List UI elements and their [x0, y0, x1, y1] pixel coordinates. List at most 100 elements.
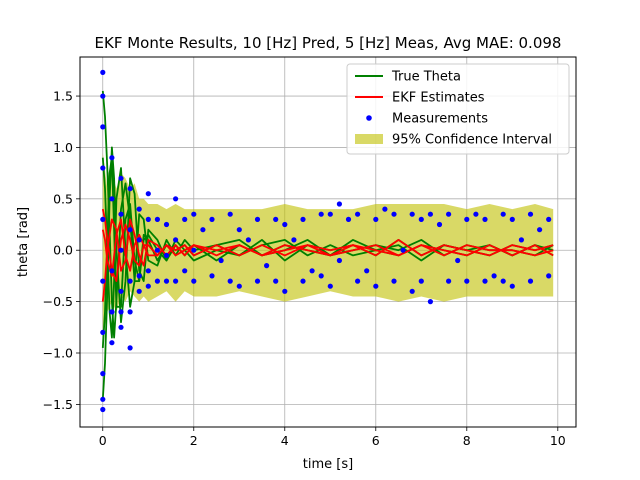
measurement-point: [163, 252, 170, 258]
y-tick-label: −1.5: [43, 397, 73, 412]
measurement-point: [282, 221, 288, 228]
y-axis-label: theta [rad]: [16, 207, 31, 277]
measurement-point: [327, 211, 333, 217]
x-axis-label: time [s]: [303, 457, 353, 472]
measurement-point: [427, 299, 433, 305]
measurement-point: [100, 165, 106, 171]
measurement-point: [136, 237, 142, 243]
x-tick-label: 10: [550, 433, 566, 448]
measurement-point: [482, 278, 488, 284]
measurement-point: [109, 155, 115, 161]
legend-label: EKF Estimates: [392, 91, 485, 106]
measurement-point: [191, 247, 197, 253]
measurement-point: [345, 216, 352, 222]
measurement-point: [127, 345, 133, 351]
measurement-point: [254, 216, 261, 222]
measurement-point: [336, 201, 342, 207]
measurement-point: [118, 175, 124, 181]
measurement-point: [127, 309, 133, 315]
measurement-point: [491, 273, 497, 279]
measurement-point: [191, 278, 197, 284]
measurement-point: [509, 283, 515, 289]
measurement-point: [236, 227, 242, 233]
measurement-point: [191, 211, 197, 217]
measurement-point: [400, 247, 406, 253]
measurement-point: [163, 278, 170, 284]
measurement-point: [154, 247, 160, 253]
measurement-point: [227, 278, 233, 284]
measurement-point: [127, 227, 133, 233]
measurement-point: [527, 278, 534, 284]
measurement-point: [173, 237, 179, 243]
measurement-point: [336, 257, 342, 264]
measurement-point: [136, 288, 142, 294]
x-tick-label: 4: [281, 433, 289, 448]
measurement-point: [482, 216, 488, 222]
chart-title: EKF Monte Results, 10 [Hz] Pred, 5 [Hz] …: [95, 34, 562, 52]
measurement-point: [100, 93, 106, 99]
measurement-point: [100, 216, 106, 222]
measurement-point: [118, 288, 124, 294]
measurement-point: [118, 309, 124, 315]
legend-box: [346, 63, 570, 155]
measurement-point: [455, 257, 461, 264]
measurement-point: [163, 221, 170, 228]
measurement-point: [355, 278, 361, 284]
measurement-point: [227, 211, 233, 217]
measurement-point: [546, 216, 552, 222]
measurement-point: [109, 196, 115, 202]
y-tick-label: 1.5: [53, 89, 73, 104]
measurement-point: [118, 324, 124, 330]
legend: True Theta EKF Estimates Measurements 95% C…: [346, 63, 570, 155]
measurement-point: [127, 186, 133, 192]
legend-label: True Theta: [391, 70, 461, 85]
measurement-point: [300, 278, 306, 284]
measurement-point: [427, 211, 433, 217]
measurement-point: [300, 216, 306, 222]
measurement-point: [546, 273, 552, 279]
measurement-point: [537, 227, 543, 233]
measurement-point: [100, 371, 106, 377]
measurement-point: [173, 196, 179, 202]
legend-label: 95% Confidence Interval: [392, 133, 552, 148]
measurement-point: [264, 263, 270, 269]
measurement-point: [509, 216, 515, 222]
measurement-point: [373, 283, 379, 289]
measurement-point: [382, 206, 388, 212]
measurement-point: [446, 278, 452, 284]
confidence-band: [102, 152, 554, 338]
ekf-estimate-line: [101, 218, 554, 277]
measurement-point: [100, 278, 106, 284]
measurement-point: [291, 237, 297, 243]
measurement-point: [391, 278, 397, 284]
measurement-point: [109, 309, 115, 315]
measurement-point: [418, 216, 424, 222]
measurement-point: [200, 227, 206, 233]
measurement-point: [500, 211, 506, 217]
measurement-point: [100, 406, 106, 413]
x-tick-label: 2: [190, 433, 198, 448]
measurement-point: [218, 257, 224, 264]
legend-patch-swatch: [355, 134, 383, 144]
measurement-point: [209, 216, 215, 222]
measurement-point: [364, 268, 370, 274]
axes-frame: [79, 56, 577, 428]
measurement-point: [100, 69, 106, 75]
measurement-point: [318, 273, 324, 279]
axis-ticks: 0 2 4 6 8 10 −1.5 −1.0 −0.5 0.0 0.5 1.0 1.5: [43, 89, 566, 448]
measurement-point: [309, 268, 315, 274]
y-tick-label: 0.0: [53, 243, 73, 258]
measurement-point: [273, 278, 279, 284]
plot-area: [100, 69, 554, 413]
measurement-point: [136, 206, 142, 212]
measurement-point: [118, 247, 124, 253]
measurement-point: [109, 340, 115, 346]
measurement-point: [145, 283, 151, 289]
measurement-point: [464, 278, 470, 284]
measurement-point: [527, 211, 534, 217]
measurement-point: [145, 216, 151, 222]
y-tick-label: 0.5: [53, 191, 73, 206]
x-tick-label: 8: [463, 433, 471, 448]
x-tick-label: 6: [372, 433, 380, 448]
measurement-point: [500, 278, 506, 284]
